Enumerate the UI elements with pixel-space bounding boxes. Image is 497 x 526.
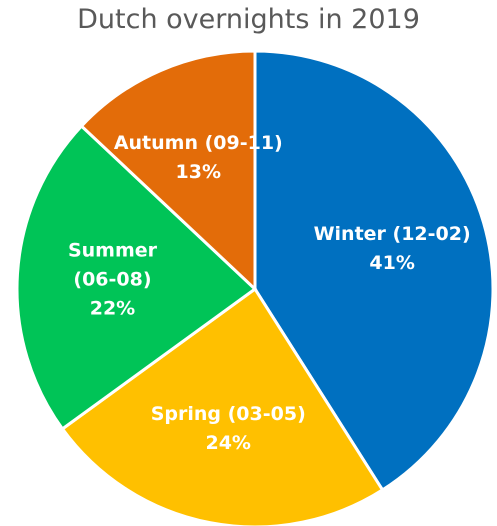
pie-slice (15, 123, 258, 431)
pie-slice (60, 286, 385, 526)
pie-slice (79, 49, 257, 293)
slice-value: 24% (205, 432, 251, 455)
slice-category: Summer (06-08) (67, 239, 157, 291)
chart-title: Dutch overnights in 2019 (77, 4, 420, 35)
slice-label: Autumn (09-11) 13% (98, 129, 298, 187)
slice-value: 13% (175, 160, 222, 183)
slice-category: Autumn (09-11) (113, 131, 283, 154)
slice-value: 41% (369, 252, 415, 275)
slice-category: Winter (12-02) (313, 223, 471, 246)
slice-label: Winter (12-02) 41% (297, 220, 487, 278)
slice-value: 22% (89, 297, 136, 320)
slice-label: Spring (03-05) 24% (133, 400, 323, 458)
slice-category: Spring (03-05) (150, 403, 306, 426)
slice-label: Summer (06-08) 22% (47, 237, 177, 324)
